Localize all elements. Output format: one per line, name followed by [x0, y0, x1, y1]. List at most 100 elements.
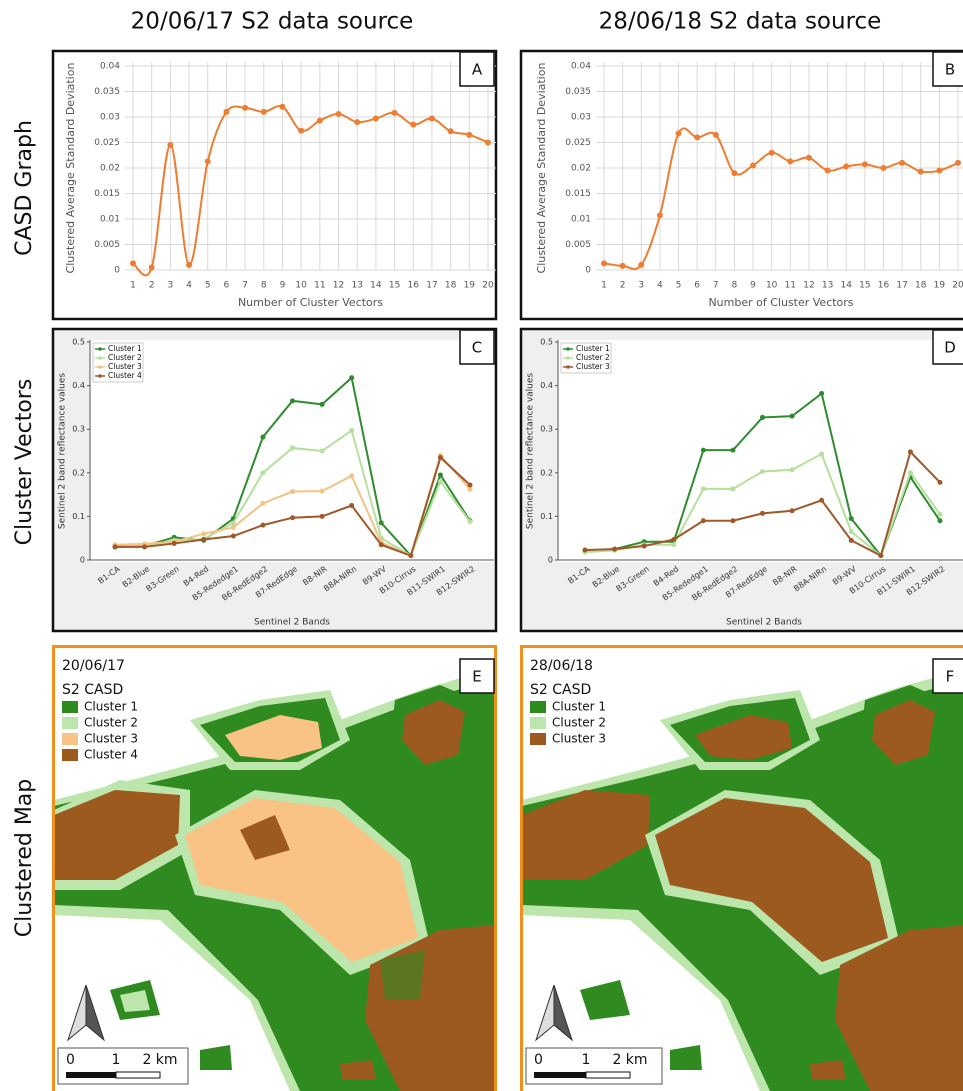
data-point [410, 122, 416, 128]
legend-label: Cluster 4 [108, 371, 142, 380]
x-tick-label: 1 [601, 281, 607, 291]
y-axis-label: Clustered Average Standard Deviation [64, 63, 77, 274]
data-point [438, 472, 443, 477]
data-point [642, 544, 647, 549]
data-point [320, 489, 325, 494]
data-point [373, 116, 379, 122]
data-point [849, 538, 854, 543]
scale-label: 2 km [142, 1052, 177, 1068]
x-tick-label: 20 [952, 281, 963, 291]
legend-marker [98, 356, 102, 360]
data-point [955, 160, 961, 166]
x-tick-label: 11 [785, 281, 796, 291]
scale-label: 2 km [612, 1052, 647, 1068]
data-point [320, 514, 325, 519]
y-tick-label: 0.025 [565, 138, 591, 148]
data-point [468, 519, 473, 524]
data-point [819, 452, 824, 457]
legend-marker [98, 347, 102, 351]
y-tick-label: 0 [548, 556, 553, 565]
data-point [167, 142, 173, 148]
x-tick-label: 4 [186, 281, 192, 291]
data-point [201, 531, 206, 536]
data-point [908, 470, 913, 475]
y-tick-label: 0.005 [94, 240, 120, 250]
y-tick-label: 0.01 [100, 215, 120, 225]
data-point [918, 169, 924, 175]
x-axis-label: Sentinel 2 Bands [726, 618, 802, 628]
legend-label: Cluster 2 [84, 716, 138, 730]
data-point [201, 537, 206, 542]
legend-marker [98, 365, 102, 369]
x-tick-label: 2 [149, 281, 155, 291]
legend-label: Cluster 4 [84, 748, 138, 762]
x-tick-label: 14 [840, 281, 852, 291]
panel-letter: D [944, 339, 956, 357]
y-tick-label: 0 [80, 556, 85, 565]
data-point [298, 128, 304, 134]
panel-letter: A [472, 61, 483, 79]
x-tick-label: 12 [803, 281, 814, 291]
y-tick-label: 0.015 [565, 189, 591, 199]
data-point [938, 512, 943, 517]
data-point [290, 398, 295, 403]
y-tick-label: 0.3 [540, 425, 553, 434]
legend-swatch [62, 717, 78, 729]
scale-label: 1 [582, 1052, 591, 1068]
legend-marker [566, 356, 570, 360]
data-point [730, 518, 735, 523]
x-tick-label: 11 [314, 281, 325, 291]
data-point [730, 486, 735, 491]
data-point [899, 160, 905, 166]
x-axis-label: Number of Cluster Vectors [708, 296, 853, 309]
data-point [349, 428, 354, 433]
data-point [825, 168, 831, 174]
y-tick-label: 0.1 [540, 512, 553, 521]
x-tick-label: 15 [859, 281, 870, 291]
legend-label: Cluster 3 [576, 362, 610, 371]
x-tick-label: 6 [694, 281, 700, 291]
data-point [612, 547, 617, 552]
scale-label: 0 [66, 1052, 75, 1068]
legend-label: Cluster 1 [552, 700, 606, 714]
row-label: Cluster Vectors [12, 379, 37, 546]
y-tick-label: 0.5 [540, 338, 553, 347]
x-tick-label: 18 [445, 281, 457, 291]
x-tick-label: 3 [168, 281, 174, 291]
data-point [242, 105, 248, 111]
legend-swatch [62, 733, 78, 745]
data-point [290, 445, 295, 450]
data-point [819, 498, 824, 503]
data-point [379, 542, 384, 547]
data-point [468, 487, 473, 492]
plot-area [90, 340, 494, 562]
data-point [713, 132, 719, 138]
x-tick-label: 4 [657, 281, 663, 291]
y-tick-label: 0.02 [571, 164, 591, 174]
data-point [485, 140, 491, 146]
y-tick-label: 0.3 [72, 425, 85, 434]
x-tick-label: 16 [878, 281, 890, 291]
data-point [392, 110, 398, 116]
row-label: Clustered Map [12, 779, 37, 938]
y-tick-label: 0.03 [571, 113, 591, 123]
data-point [466, 132, 472, 138]
x-axis-label: Number of Cluster Vectors [238, 296, 383, 309]
data-point [760, 469, 765, 474]
data-point [130, 260, 136, 266]
data-point [701, 518, 706, 523]
data-point [231, 534, 236, 539]
x-tick-label: 6 [224, 281, 230, 291]
x-tick-label: 19 [464, 281, 476, 291]
legend-swatch [62, 701, 78, 713]
data-point [320, 449, 325, 454]
data-point [731, 170, 737, 176]
data-point [671, 537, 676, 542]
x-tick-label: 15 [389, 281, 400, 291]
scale-label: 1 [112, 1052, 121, 1068]
data-point [260, 435, 265, 440]
data-point [938, 518, 943, 523]
data-point [601, 260, 607, 266]
y-tick-label: 0.1 [72, 512, 85, 521]
data-point [936, 168, 942, 174]
